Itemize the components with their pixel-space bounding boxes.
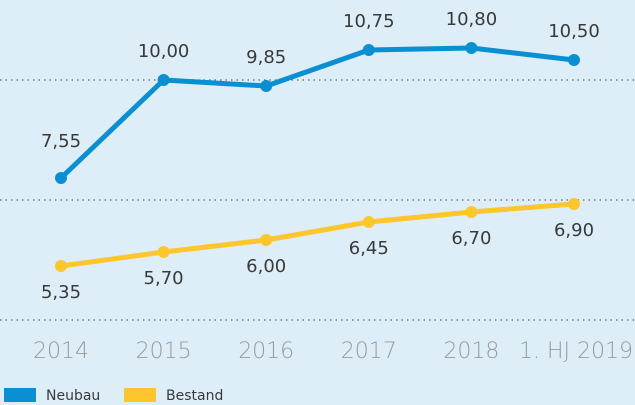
x-tick-label: 2014 <box>33 339 89 364</box>
point <box>157 246 170 258</box>
data-label: 10,80 <box>446 9 498 30</box>
data-label: 6,45 <box>349 238 389 259</box>
point <box>465 206 478 218</box>
x-tick-label: 1. HJ 2019 <box>519 339 633 364</box>
legend-label: Bestand <box>166 388 223 404</box>
legend-label: Neubau <box>46 388 100 404</box>
point <box>568 198 580 210</box>
x-tick-label: 2016 <box>238 339 294 364</box>
data-label: 10,75 <box>343 11 395 32</box>
point <box>362 44 375 56</box>
point <box>362 216 375 228</box>
data-label: 6,00 <box>246 256 286 277</box>
series-line <box>59 45 575 180</box>
data-label: 6,90 <box>554 220 594 241</box>
x-tick-label: 2015 <box>136 339 192 364</box>
data-label: 6,70 <box>451 228 491 249</box>
point <box>568 54 580 66</box>
point <box>465 42 478 54</box>
data-label: 10,50 <box>548 21 600 42</box>
data-label: 9,85 <box>246 47 286 68</box>
x-tick-label: 2017 <box>341 339 397 364</box>
data-label: 5,35 <box>41 282 81 303</box>
point <box>260 80 273 92</box>
point <box>157 74 170 86</box>
point <box>55 260 67 272</box>
x-tick-label: 2018 <box>443 339 499 364</box>
legend-swatch <box>4 388 36 402</box>
series-line <box>60 201 575 269</box>
legend-swatch <box>124 388 156 402</box>
point <box>55 172 67 184</box>
point <box>260 234 273 246</box>
data-label: 10,00 <box>138 41 190 62</box>
data-label: 7,55 <box>41 131 81 152</box>
data-label: 5,70 <box>144 268 184 289</box>
